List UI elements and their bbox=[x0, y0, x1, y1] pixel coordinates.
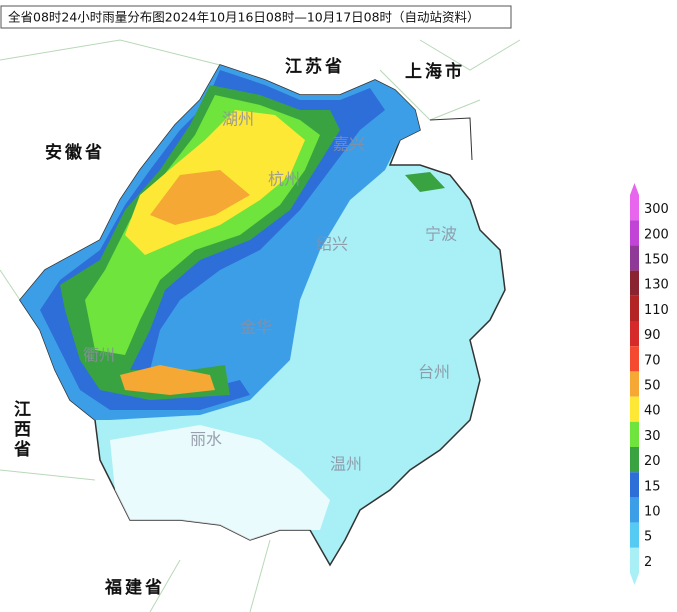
city-label: 台州 bbox=[418, 363, 450, 382]
legend-label: 150 bbox=[644, 253, 669, 268]
city-label: 衢州 bbox=[83, 346, 115, 365]
coastline bbox=[429, 117, 473, 161]
legend-label: 300 bbox=[644, 202, 669, 217]
city-label: 嘉兴 bbox=[333, 135, 365, 154]
city-label: 温州 bbox=[330, 455, 362, 474]
city-label: 丽水 bbox=[190, 430, 222, 449]
city-label: 绍兴 bbox=[316, 235, 348, 254]
legend-label: 2 bbox=[644, 555, 652, 570]
legend-arrow-top bbox=[630, 183, 639, 195]
legend-label: 110 bbox=[644, 303, 669, 318]
province-lines bbox=[0, 39, 521, 612]
province-label: 江苏省 bbox=[285, 56, 345, 77]
low-rain-area bbox=[110, 425, 330, 540]
legend-swatch bbox=[630, 472, 639, 498]
legend: 300 200 150 130 110 90 70 50 40 30 20 15 10 5 2 bbox=[630, 183, 669, 585]
legend-swatch bbox=[630, 522, 639, 548]
legend-arrow-bottom bbox=[630, 573, 639, 585]
legend-swatch bbox=[630, 396, 639, 422]
background-boundaries bbox=[0, 39, 521, 612]
province-label: 江西省 bbox=[10, 400, 32, 460]
title-box bbox=[0, 5, 512, 29]
title: 全省08时24小时雨量分布图2024年10月16日08时—10月17日08时（自… bbox=[8, 10, 480, 25]
legend-swatch bbox=[630, 220, 639, 246]
city-label: 宁波 bbox=[425, 225, 457, 244]
legend-label: 130 bbox=[644, 278, 669, 293]
province-label: 安徽省 bbox=[45, 142, 105, 163]
legend-label: 40 bbox=[644, 404, 661, 419]
legend-swatch bbox=[630, 547, 639, 573]
legend-label: 15 bbox=[644, 479, 661, 494]
city-label: 湖州 bbox=[222, 110, 254, 129]
legend-swatch bbox=[630, 371, 639, 397]
rain-50-area bbox=[120, 170, 250, 395]
legend-label: 30 bbox=[644, 429, 661, 444]
city-label: 金华 bbox=[240, 318, 272, 337]
legend-swatch bbox=[630, 321, 639, 347]
city-label: 杭州 bbox=[268, 170, 300, 189]
legend-label: 70 bbox=[644, 353, 661, 368]
legend-swatch bbox=[630, 295, 639, 321]
legend-swatch bbox=[630, 245, 639, 271]
province-label: 福建省 bbox=[104, 577, 165, 598]
legend-swatch bbox=[630, 447, 639, 473]
legend-label: 50 bbox=[644, 379, 661, 394]
legend-label: 20 bbox=[644, 454, 661, 469]
legend-swatch bbox=[630, 497, 639, 523]
legend-label: 200 bbox=[644, 227, 669, 242]
legend-swatch bbox=[630, 270, 639, 296]
legend-swatch bbox=[630, 195, 639, 221]
legend-label: 10 bbox=[644, 505, 661, 520]
legend-label: 90 bbox=[644, 328, 661, 343]
legend-swatch bbox=[630, 346, 639, 372]
legend-swatch bbox=[630, 421, 639, 447]
legend-label: 5 bbox=[644, 530, 652, 545]
province-label: 上海市 bbox=[405, 61, 465, 82]
rain-20-spot bbox=[405, 172, 445, 192]
